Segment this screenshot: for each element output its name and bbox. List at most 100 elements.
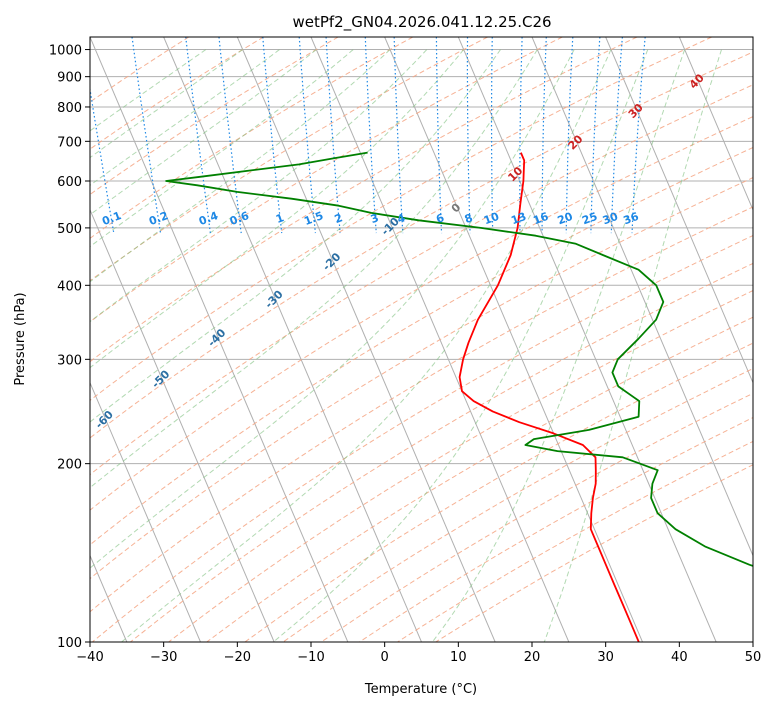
y-tick-label: 600 <box>57 175 82 190</box>
mixing-ratio-line <box>631 37 646 234</box>
moist-adiabat <box>90 49 501 423</box>
mixing-ratio-line <box>541 37 547 234</box>
mixing-ratio-label: 3 <box>369 211 381 226</box>
mixing-ratio-label: 8 <box>463 211 475 226</box>
mixing-ratio-label: 6 <box>434 211 446 226</box>
y-tick-label: 700 <box>57 135 82 150</box>
y-axis-label: Pressure (hPa) <box>13 292 28 385</box>
y-tick-label: 500 <box>57 222 82 237</box>
isotherm <box>90 208 275 642</box>
mixing-ratio-label: 10 <box>482 210 501 228</box>
x-tick-label: −20 <box>224 650 251 665</box>
x-tick-label: 30 <box>597 650 614 665</box>
mixing-ratio-label: 20 <box>556 210 575 228</box>
moist-adiabat <box>90 49 207 132</box>
mixing-ratio-label: 4 <box>395 211 407 226</box>
mixing-ratio-label: 0.4 <box>197 209 220 228</box>
moist-adiabat <box>90 49 243 159</box>
mixing-ratio-line <box>490 37 494 234</box>
mixing-ratio-label: 1 <box>274 211 286 226</box>
plot-frame <box>89 36 754 643</box>
mixing-ratio-line <box>565 37 574 234</box>
dry-adiabat <box>90 37 414 239</box>
y-tick-label: 200 <box>57 458 82 473</box>
moist-adiabat <box>543 49 722 642</box>
axes: −40 −30 −20 −10 0 10 20 30 40 5010020030040050060… <box>49 44 761 665</box>
x-tick-label: 10 <box>450 650 467 665</box>
moist-adiabat <box>90 49 428 323</box>
y-tick-label: 300 <box>57 353 82 368</box>
x-tick-label: −30 <box>150 650 177 665</box>
dry-adiabat <box>206 316 753 642</box>
x-tick-label: −10 <box>297 650 324 665</box>
chart-title: wetPf2_GN04.2026.041.12.25.C26 <box>292 13 551 32</box>
mixing-ratio-line <box>298 37 316 234</box>
mixing-ratio-line <box>435 37 443 234</box>
isotherm <box>605 37 753 384</box>
x-tick-label: 20 <box>524 650 541 665</box>
dry-adiabat <box>90 116 753 511</box>
mixing-ratio-line <box>325 37 341 234</box>
isotherm <box>678 37 753 212</box>
mixing-ratio-label: 2 <box>333 211 345 226</box>
y-tick-label: 400 <box>57 279 82 294</box>
moist-adiabat <box>273 49 649 642</box>
moist-adiabat <box>90 49 538 489</box>
isotherm <box>90 37 349 642</box>
dry-adiabat <box>90 37 488 282</box>
dry-adiabat <box>90 37 563 323</box>
mixing-ratio-label: 13 <box>509 210 528 227</box>
mixing-ratio-label: 25 <box>580 210 599 227</box>
mixing-ratio-label: 36 <box>622 210 641 228</box>
dry-adiabat <box>90 37 712 401</box>
dry-adiabat <box>244 342 753 642</box>
mixing-ratio-label: 30 <box>601 210 620 228</box>
y-tick-label: 900 <box>57 71 82 86</box>
y-tick-label: 100 <box>57 636 82 651</box>
moist-adiabat <box>90 49 465 369</box>
mixing-ratio-line <box>185 37 211 234</box>
temperature-profile-line <box>458 152 640 642</box>
dry-adiabat <box>90 51 753 439</box>
mixing-ratio-line <box>466 37 471 234</box>
mixing-ratio-label: 0.6 <box>228 209 251 228</box>
dry-adiabat <box>90 37 264 150</box>
dry-adiabat <box>90 206 753 613</box>
mixing-ratio-line <box>90 85 115 234</box>
moist-adiabat <box>431 49 686 642</box>
moist-adiabat <box>90 49 354 248</box>
dry-adiabat <box>282 367 753 642</box>
mixing-ratio-line <box>262 37 283 234</box>
isotherm <box>90 381 201 642</box>
isotherm <box>384 37 643 642</box>
mixing-ratio-line <box>590 37 601 234</box>
mixing-ratio-line <box>364 37 377 234</box>
mixing-ratio-label: 0.2 <box>147 209 170 228</box>
x-tick-label: 50 <box>745 650 762 665</box>
isotherm <box>236 37 496 642</box>
mixing-ratio-line <box>519 37 523 234</box>
dry-adiabat <box>168 290 753 642</box>
x-tick-label: 0 <box>381 650 389 665</box>
mixing-ratio-label: 0.1 <box>100 209 123 228</box>
dry-adiabat <box>90 146 753 546</box>
y-tick-label: 800 <box>57 101 82 116</box>
x-tick-label: −40 <box>76 650 103 665</box>
dry-adiabat <box>90 37 638 363</box>
mixing-ratio-line <box>218 37 242 234</box>
mixing-ratio-line <box>131 37 162 234</box>
moist-adiabat <box>121 49 612 642</box>
mixing-ratio-line <box>610 37 623 234</box>
x-axis-label: Temperature (°C) <box>364 682 477 697</box>
moist-adiabat <box>90 49 317 216</box>
dry-adiabat <box>90 84 753 476</box>
background-lines <box>90 37 753 642</box>
isotherm <box>163 37 422 642</box>
profile-lines <box>165 151 753 642</box>
isotherm <box>531 37 753 557</box>
dry-adiabat <box>90 177 753 580</box>
mixing-ratio-label: 1.5 <box>302 209 325 228</box>
y-tick-label: 1000 <box>49 44 82 59</box>
